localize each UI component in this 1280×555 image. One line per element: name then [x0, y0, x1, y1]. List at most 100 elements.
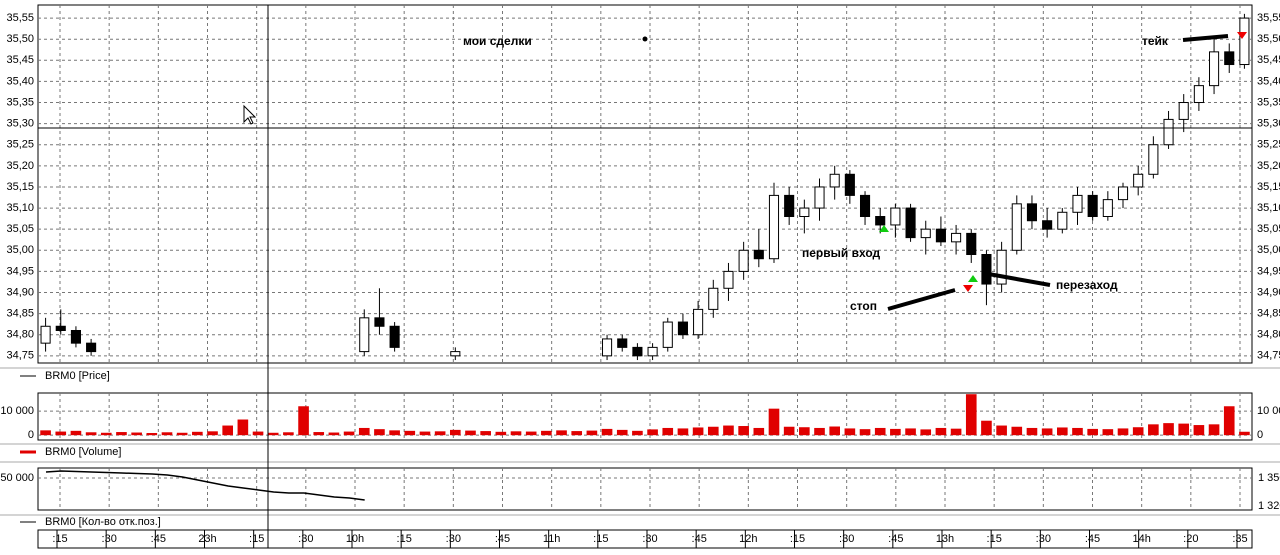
candle-body — [890, 207, 901, 226]
cursor — [243, 104, 257, 125]
volume-bar — [541, 430, 552, 436]
candle-body — [1117, 186, 1129, 201]
volume-bar — [1223, 406, 1235, 436]
arrow — [887, 288, 956, 311]
volume-bar — [450, 429, 461, 436]
value-tag: 1 350 — [1258, 472, 1280, 484]
candle-body — [1224, 51, 1235, 66]
y-tick-label: 34,95 — [6, 265, 34, 277]
volume-bar — [1193, 425, 1205, 436]
time-label: :45 — [692, 533, 707, 545]
buy-marker — [879, 225, 889, 232]
y-tick-label: 35,55 — [6, 12, 34, 24]
candle-body — [1072, 194, 1083, 213]
volume-bar — [222, 425, 233, 436]
time-label: :30 — [102, 533, 117, 545]
volume-bar — [465, 430, 476, 436]
candle-body — [1042, 220, 1053, 230]
y-tick-label: 35,25 — [6, 139, 34, 151]
candle-body — [1057, 211, 1068, 230]
volume-bar — [328, 432, 340, 436]
volume-bar — [1163, 423, 1174, 436]
volume-bar — [1072, 427, 1083, 436]
arrow — [1182, 34, 1229, 42]
volume-bar — [1087, 428, 1098, 436]
volume-bar — [161, 432, 173, 436]
candle-body — [875, 216, 886, 226]
volume-bar — [176, 432, 188, 436]
volume-bar — [116, 432, 127, 436]
candle-body — [647, 346, 658, 357]
candle-body — [1026, 203, 1038, 222]
volume-bar — [1117, 428, 1129, 436]
annotation: тейк — [1142, 34, 1169, 48]
candle-body — [1163, 118, 1174, 146]
volume-bar — [814, 427, 825, 436]
candle-body — [829, 173, 840, 188]
time-label: 14h — [1132, 533, 1150, 545]
candle-body — [1087, 194, 1098, 218]
candle-body — [70, 329, 81, 344]
volume-bar — [1239, 431, 1250, 436]
candle-body — [1102, 199, 1113, 218]
y-tick-label-right: 34,75 — [1257, 350, 1280, 362]
candle-body — [1133, 173, 1144, 188]
y-tick-label: 34,85 — [6, 308, 34, 320]
sell-marker — [1237, 32, 1247, 39]
volume-bar — [768, 408, 780, 436]
volume-bar — [207, 431, 218, 436]
legends: BRM0 [Price] BRM0 [Volume] BRM0 [Кол-во … — [20, 370, 161, 528]
volume-bar — [753, 427, 765, 436]
volume-bar — [358, 427, 370, 436]
y-tick-label-right: 35,20 — [1257, 160, 1280, 172]
y-tick-label: 34,90 — [6, 286, 34, 298]
candle-body — [1193, 85, 1204, 104]
time-label: :45 — [888, 533, 903, 545]
volume-bar — [389, 430, 400, 436]
y-tick-label: 34,75 — [6, 350, 34, 362]
volume-bar — [1041, 428, 1053, 436]
candle-body — [905, 207, 916, 239]
volume-bar — [237, 419, 249, 436]
y-tick-label-right: 34,85 — [1257, 308, 1280, 320]
volume-bar — [298, 406, 309, 436]
volume-bar — [996, 425, 1007, 436]
volume-bar — [85, 432, 97, 436]
y-tick-label-right: 35,00 — [1257, 244, 1280, 256]
volume-bar — [1148, 424, 1159, 436]
volume-bar — [965, 394, 977, 436]
candle-body — [55, 325, 66, 331]
volume-bar — [495, 431, 507, 436]
volume-bar — [890, 428, 901, 436]
candle-body — [844, 173, 855, 196]
candle-body — [708, 287, 719, 310]
volume-bar — [480, 431, 491, 436]
volume-bar — [662, 427, 674, 436]
candle-body — [723, 270, 734, 289]
value-tag: 1 320 — [1258, 500, 1280, 512]
time-label: :45 — [151, 533, 166, 545]
candle-body — [1178, 102, 1189, 120]
y-tick-label-right: 35,10 — [1257, 202, 1280, 214]
volume-bar — [1026, 427, 1038, 436]
time-axis — [37, 529, 1253, 549]
annotation: мои сделки — [463, 34, 532, 48]
annotation: первый вход — [802, 246, 881, 260]
y-tick-label-right: 34,80 — [1257, 329, 1280, 341]
y-tick-label: 35,30 — [6, 118, 34, 130]
annotation: стоп — [850, 299, 877, 313]
volume-bar — [874, 427, 886, 436]
volume-bar — [1102, 429, 1114, 436]
candle-body — [981, 254, 992, 285]
candle-body — [814, 186, 825, 209]
buy-marker — [968, 275, 978, 282]
volume-bar — [799, 427, 810, 436]
time-label: :45 — [1085, 533, 1100, 545]
candle-body — [966, 232, 977, 256]
candle-body — [374, 317, 385, 327]
volume-bar — [935, 427, 947, 436]
price-panel — [37, 4, 1253, 364]
y-tick-label-right: 34,95 — [1257, 265, 1280, 277]
y-tick-label-right: 34,90 — [1257, 286, 1280, 298]
candle-body — [920, 228, 931, 239]
